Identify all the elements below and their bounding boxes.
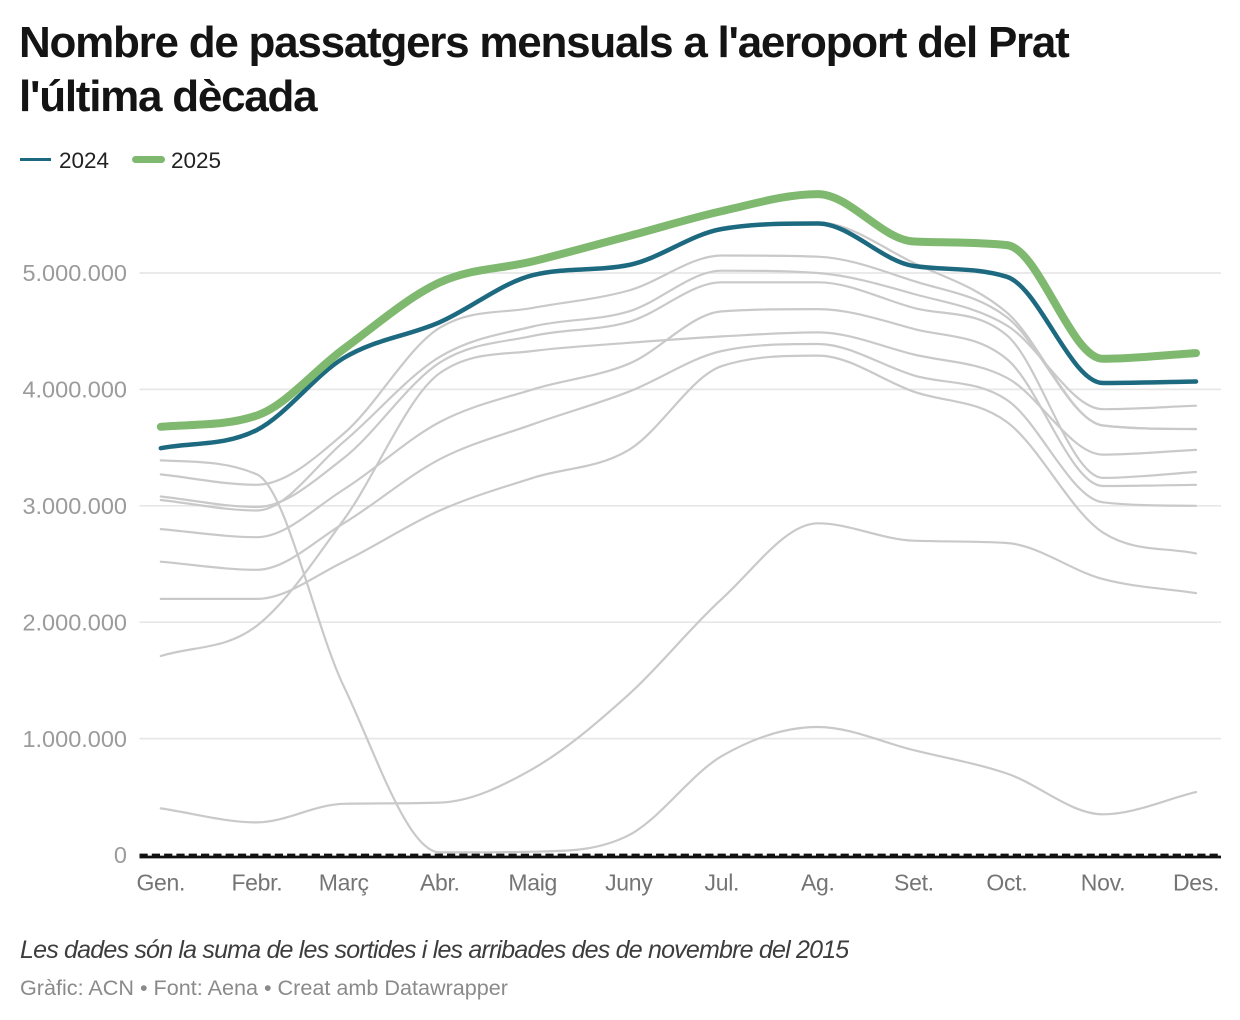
svg-text:Des.: Des. (1173, 870, 1219, 896)
svg-text:3.000.000: 3.000.000 (22, 493, 127, 519)
svg-text:Gen.: Gen. (136, 870, 185, 896)
svg-text:Maig: Maig (508, 870, 557, 896)
svg-text:Nov.: Nov. (1081, 870, 1125, 896)
svg-text:Març: Març (319, 870, 369, 896)
svg-text:1.000.000: 1.000.000 (22, 726, 127, 752)
svg-text:Set.: Set. (894, 870, 934, 896)
svg-text:Juny: Juny (605, 870, 653, 896)
svg-text:Ag.: Ag. (801, 870, 835, 896)
svg-text:0: 0 (114, 842, 127, 868)
svg-text:2.000.000: 2.000.000 (22, 609, 127, 635)
svg-text:Oct.: Oct. (986, 870, 1027, 896)
svg-text:4.000.000: 4.000.000 (22, 377, 127, 403)
svg-text:Jul.: Jul. (705, 870, 740, 896)
svg-text:Febr.: Febr. (231, 870, 282, 896)
svg-text:5.000.000: 5.000.000 (22, 260, 127, 286)
svg-text:Abr.: Abr. (420, 870, 460, 896)
